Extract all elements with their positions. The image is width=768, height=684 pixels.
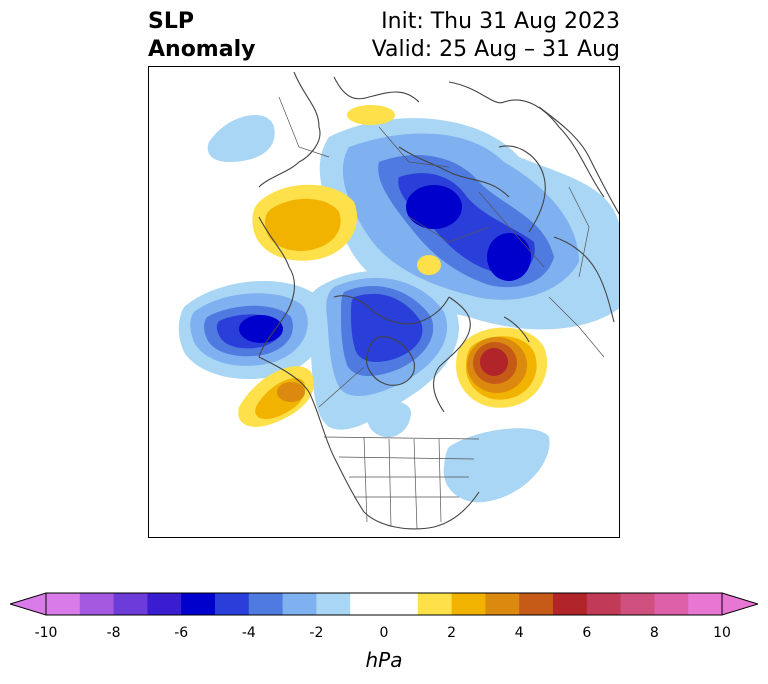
coastlines: [258, 71, 619, 530]
political-boundaries: [278, 96, 605, 530]
negative-anomaly-region-southeast: [443, 428, 550, 503]
colorbar: [10, 592, 758, 616]
colorbar-segment: [417, 593, 453, 615]
anomaly-shading: [178, 105, 619, 503]
colorbar-segment: [553, 593, 588, 615]
colorbar-tick-label: 4: [514, 625, 524, 641]
colorbar-segment: [147, 593, 182, 615]
colorbar-segment: [519, 593, 554, 615]
colorbar-segment: [350, 593, 385, 615]
colorbar-tick-label: -8: [106, 625, 121, 641]
colorbar-unit-label: hPa: [365, 648, 403, 672]
colorbar-segment: [654, 593, 689, 615]
colorbar-segment: [113, 593, 148, 615]
colorbar-tick-label: 0: [379, 625, 389, 641]
colorbar-segment: [181, 593, 216, 615]
map-panel: [148, 66, 620, 538]
colorbar-segment: [316, 593, 351, 615]
colorbar-segment: [384, 593, 419, 615]
colorbar-tick-label: -2: [309, 625, 324, 641]
colorbar-tick-label: -4: [241, 625, 256, 641]
negative-anomaly-region-northwest: [207, 115, 275, 162]
init-date-label: Init: Thu 31 Aug 2023: [381, 9, 620, 34]
colorbar-extend-low: [10, 592, 47, 616]
colorbar-extend-high: [721, 592, 758, 616]
colorbar-segment: [282, 593, 317, 615]
colorbar-outline: [45, 592, 723, 616]
slp-anomaly-map: [178, 71, 619, 530]
map-title: SLP Anomaly: [148, 8, 255, 64]
positive-anomaly-region-north: [347, 105, 395, 125]
colorbar-tick-label: -10: [34, 625, 58, 641]
colorbar-tick-label: 10: [713, 625, 731, 641]
colorbar-segment: [688, 593, 723, 615]
colorbar-tick-label: 2: [447, 625, 457, 641]
map-subtitle: Init: Thu 31 Aug 2023 Valid: 25 Aug – 31…: [372, 8, 620, 64]
title-line-2: Anomaly: [148, 37, 256, 62]
valid-range-label: Valid: 25 Aug – 31 Aug: [371, 37, 620, 62]
colorbar-segment: [485, 593, 520, 615]
colorbar-tick-label: 8: [649, 625, 659, 641]
colorbar-segment: [620, 593, 655, 615]
colorbar-segment: [586, 593, 622, 615]
colorbar-segment: [248, 593, 284, 615]
colorbar-tick-label: -6: [174, 625, 189, 641]
colorbar-tick-label: 6: [582, 625, 592, 641]
colorbar-segment: [79, 593, 115, 615]
colorbar-segment: [451, 593, 486, 615]
title-line-1: SLP: [148, 9, 194, 34]
colorbar-segment: [215, 593, 250, 615]
colorbar-segment: [46, 593, 81, 615]
